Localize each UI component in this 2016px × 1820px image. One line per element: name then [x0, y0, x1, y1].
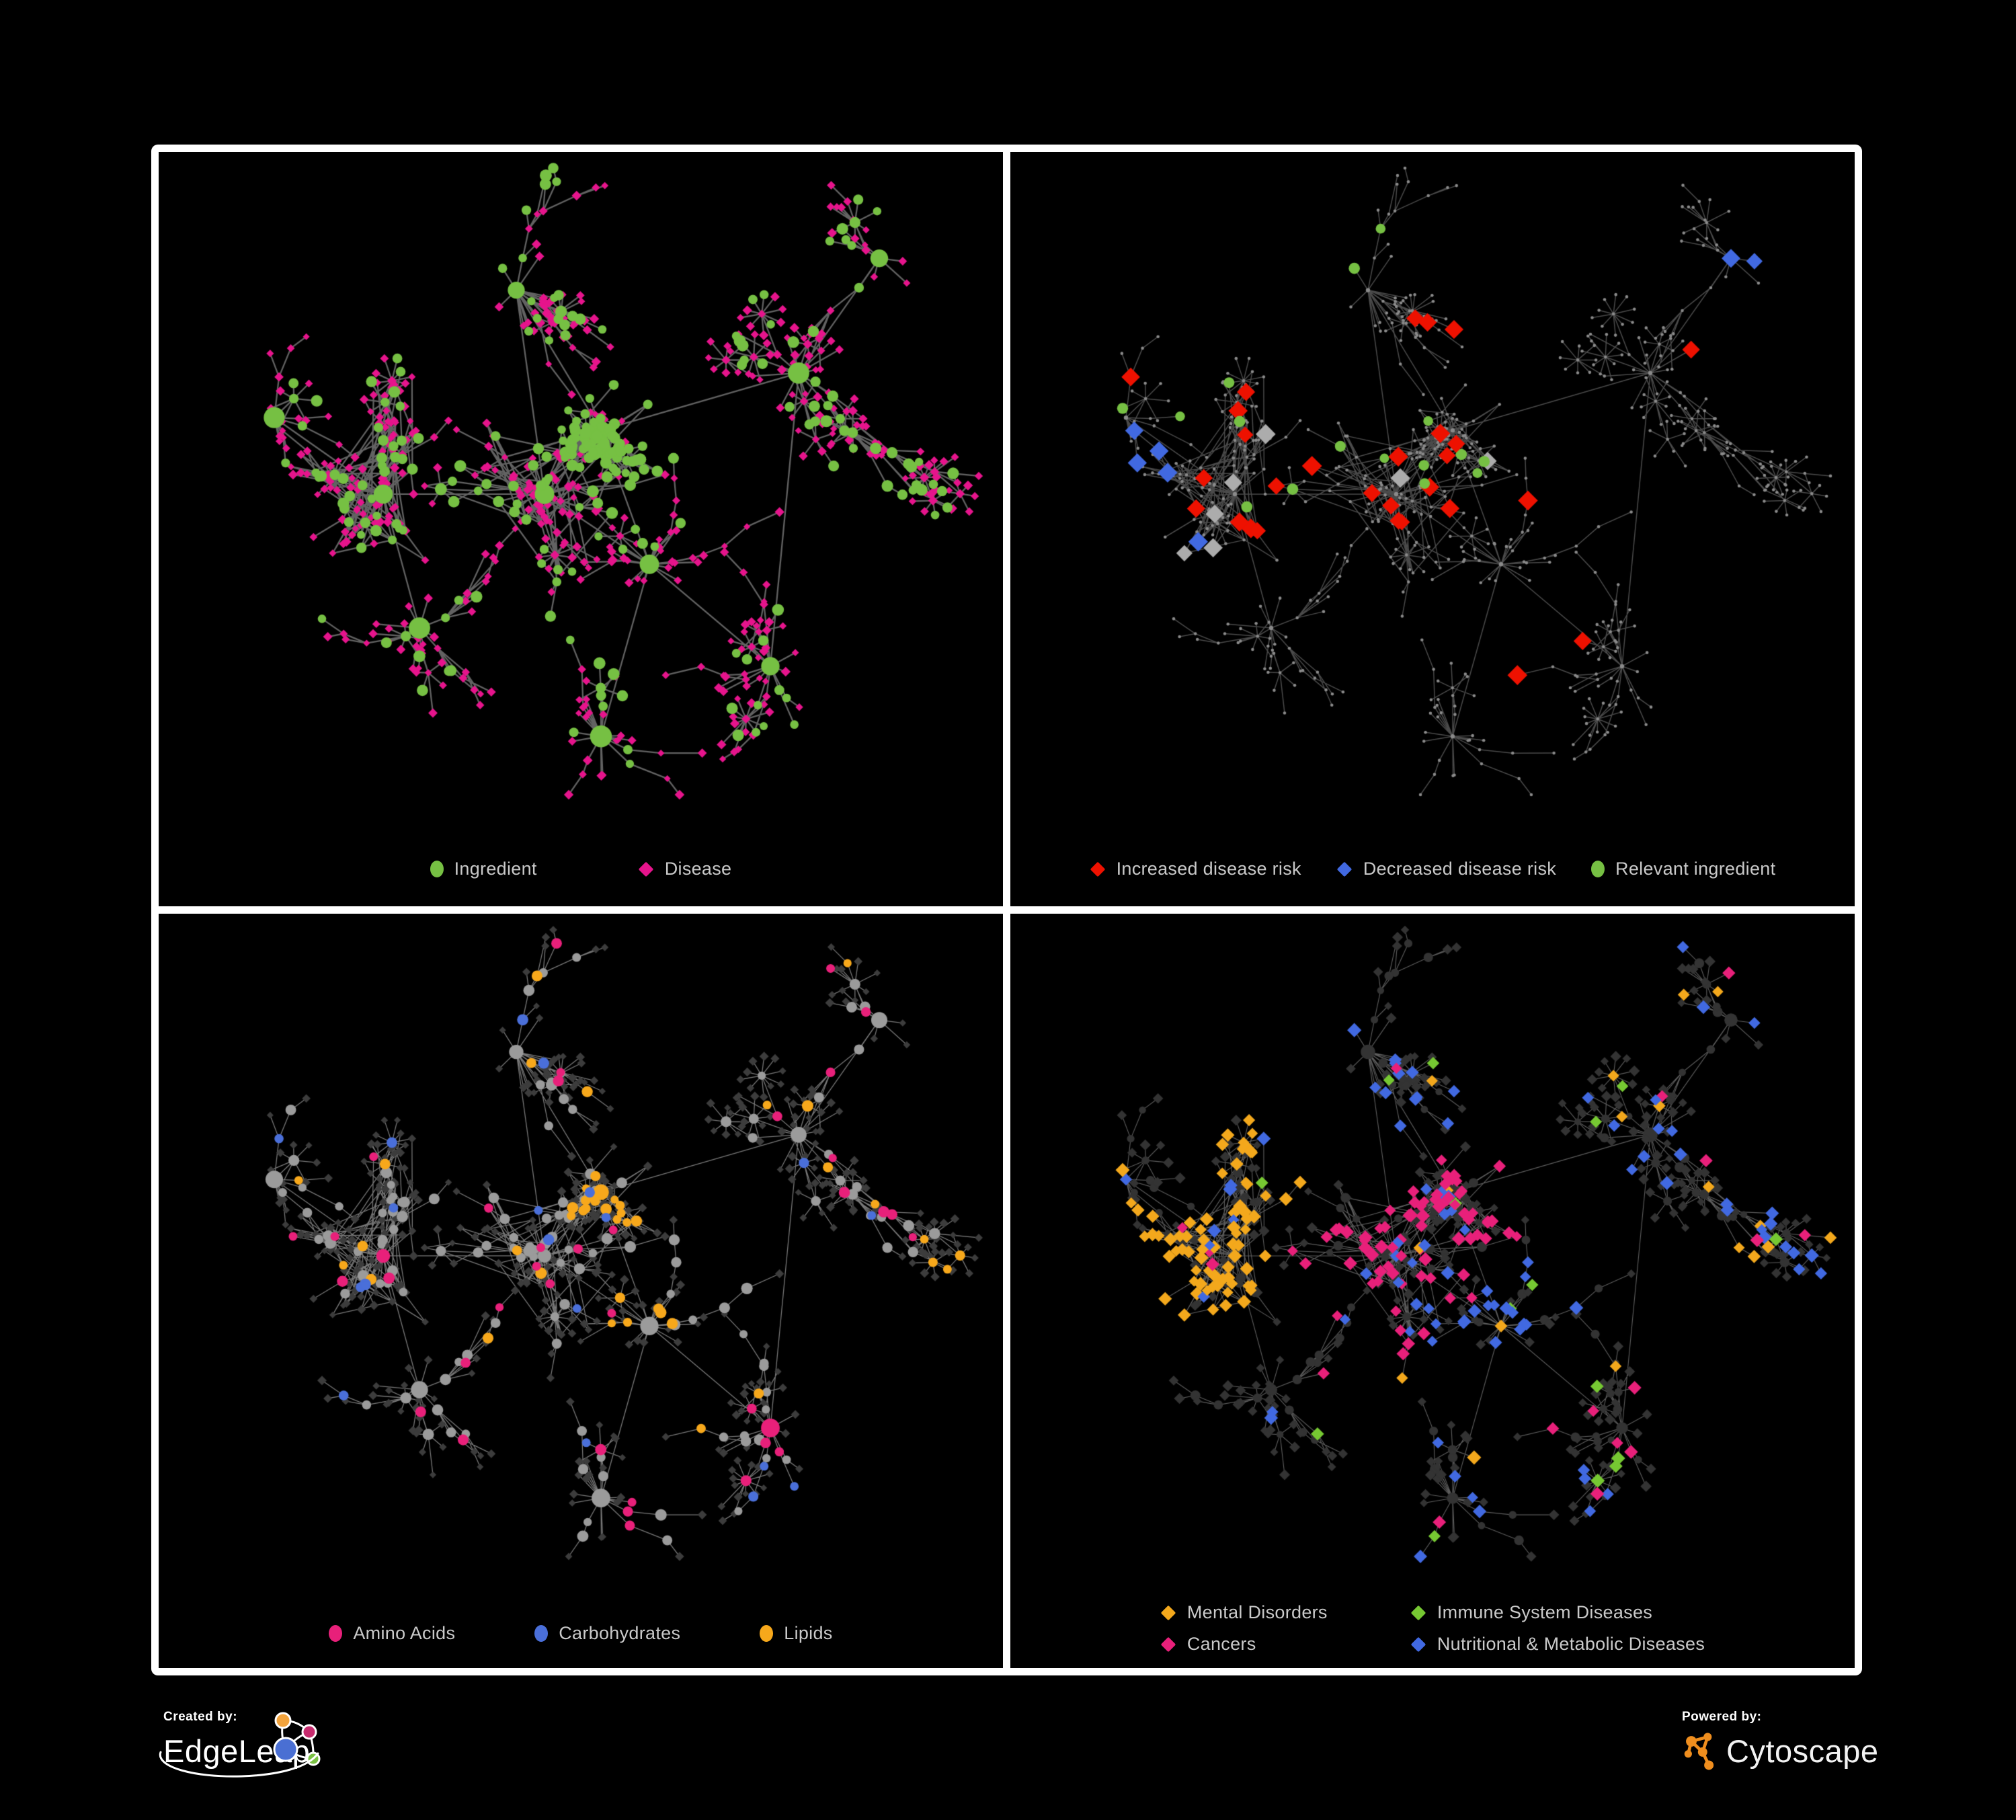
diamond-swatch-icon: [1410, 1636, 1426, 1652]
diamond-swatch-icon: [1090, 861, 1105, 877]
edgeleap-logo-icon: [273, 1712, 321, 1766]
edgeleap-swoosh-icon: [159, 1751, 319, 1778]
legend-item-decreased-disease-risk: Decreased disease risk: [1336, 859, 1556, 879]
panel-disease-risk: Increased disease risk Decreased disease …: [1010, 152, 1855, 906]
legend-disease-categories: Mental Disorders Immune System Diseases Ca…: [1010, 1602, 1855, 1655]
legend-label: Immune System Diseases: [1437, 1602, 1653, 1622]
legend-label: Carbohydrates: [559, 1623, 681, 1643]
legend-ingredient-disease: Ingredient Disease: [159, 859, 1003, 879]
legend-item-lipids: Lipids: [760, 1623, 832, 1644]
legend-label: Amino Acids: [353, 1623, 456, 1643]
legend-item-mental-disorders: Mental Disorders: [1160, 1602, 1410, 1623]
diamond-swatch-icon: [1160, 1636, 1176, 1652]
network-graph-ingredient-disease: [159, 152, 1003, 906]
legend-macronutrients: Amino Acids Carbohydrates Lipids: [159, 1623, 1003, 1644]
panel-grid: Ingredient Disease Increased disease risk…: [151, 145, 1862, 1675]
circle-swatch-icon: [430, 861, 444, 877]
legend-label: Relevant ingredient: [1615, 859, 1776, 879]
legend-item-disease: Disease: [638, 859, 732, 879]
panel-ingredient-disease: Ingredient Disease: [159, 152, 1003, 906]
legend-label: Mental Disorders: [1186, 1602, 1328, 1622]
network-graph-macronutrients: [159, 914, 1003, 1668]
circle-swatch-icon: [534, 1625, 549, 1642]
legend-disease-risk: Increased disease risk Decreased disease …: [1010, 859, 1855, 879]
legend-item-increased-disease-risk: Increased disease risk: [1090, 859, 1301, 879]
legend-label: Increased disease risk: [1116, 859, 1301, 879]
legend-label: Lipids: [784, 1623, 833, 1643]
created-by-label: Created by:: [163, 1710, 238, 1724]
cytoscape-logo-icon: [1684, 1733, 1714, 1770]
diamond-swatch-icon: [1336, 861, 1353, 877]
legend-item-nutritional-metabolic-diseases: Nutritional & Metabolic Diseases: [1410, 1634, 1705, 1655]
legend-item-immune-system-diseases: Immune System Diseases: [1410, 1602, 1705, 1623]
legend-item-amino-acids: Amino Acids: [329, 1623, 455, 1644]
powered-by-label: Powered by:: [1682, 1710, 1762, 1724]
diamond-swatch-icon: [1160, 1605, 1176, 1620]
circle-swatch-icon: [1591, 861, 1605, 877]
legend-label: Ingredient: [454, 859, 537, 879]
circle-swatch-icon: [329, 1625, 343, 1642]
legend-label: Decreased disease risk: [1363, 859, 1557, 879]
diamond-swatch-icon: [1410, 1605, 1426, 1620]
legend-item-carbohydrates: Carbohydrates: [534, 1623, 680, 1644]
legend-label: Disease: [664, 859, 732, 879]
edgeleap-branding: Created by: EdgeLeap: [159, 1710, 499, 1811]
cytoscape-logo-text: Cytoscape: [1726, 1733, 1879, 1769]
legend-label: Cancers: [1186, 1634, 1256, 1654]
panel-macronutrients: Amino Acids Carbohydrates Lipids: [159, 914, 1003, 1668]
diamond-swatch-icon: [638, 861, 654, 877]
panel-disease-categories: Mental Disorders Immune System Diseases Ca…: [1010, 914, 1855, 1668]
network-graph-disease-risk: [1010, 152, 1855, 906]
legend-item-ingredient: Ingredient: [430, 859, 537, 879]
circle-swatch-icon: [760, 1625, 774, 1642]
legend-item-relevant-ingredient: Relevant ingredient: [1591, 859, 1775, 879]
legend-item-cancers: Cancers: [1160, 1634, 1410, 1655]
cytoscape-branding: Powered by: Cytoscape: [1682, 1710, 1879, 1773]
network-graph-disease-categories: [1010, 914, 1855, 1668]
legend-label: Nutritional & Metabolic Diseases: [1437, 1634, 1705, 1654]
